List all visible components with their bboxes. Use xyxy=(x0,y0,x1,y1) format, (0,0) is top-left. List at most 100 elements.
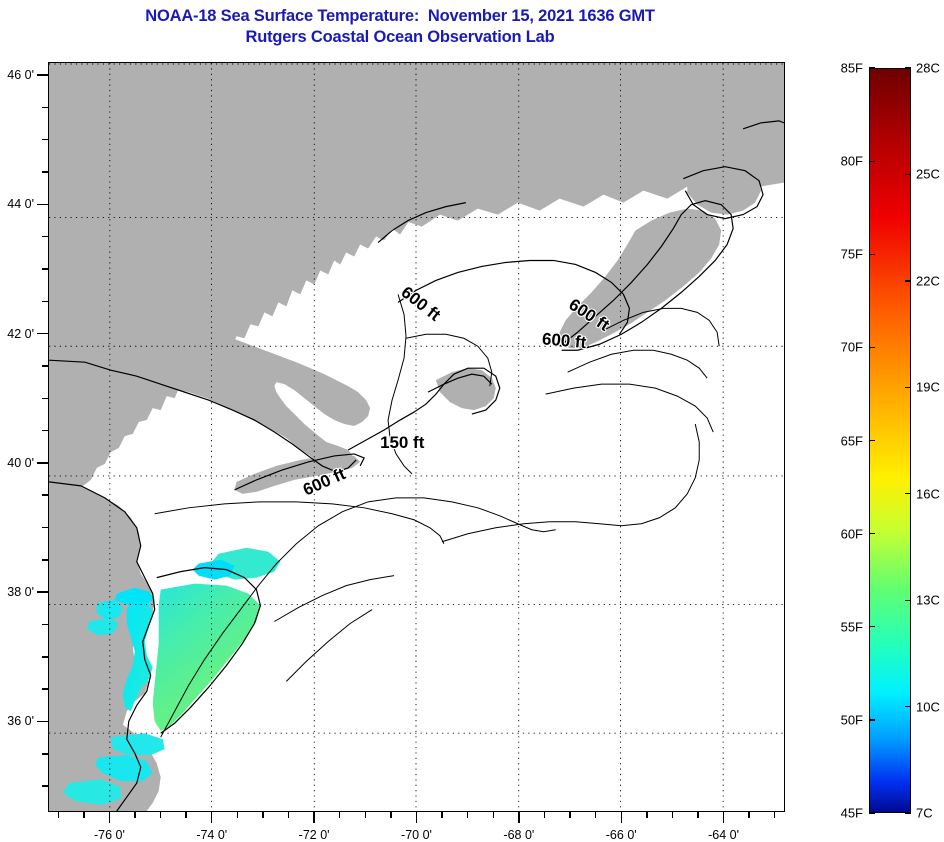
x-axis-label-0: -76 0' xyxy=(93,828,125,842)
x-axis-major-tick xyxy=(211,812,213,823)
y-axis-minor-tick xyxy=(42,235,48,238)
title-line-2: Rutgers Coastal Ocean Observation Lab xyxy=(245,28,555,46)
colorbar-tick-c-4 xyxy=(905,493,911,495)
x-axis-minor-tick xyxy=(748,812,750,818)
x-axis-major-tick xyxy=(313,812,315,823)
colorbar-tick-c-0 xyxy=(905,67,911,69)
contour-600ft-shelf xyxy=(160,497,556,738)
y-axis-major-tick xyxy=(37,203,48,205)
x-axis-minor-tick xyxy=(236,812,239,818)
land-cape-cod xyxy=(435,368,496,411)
colorbar-tick-f-3 xyxy=(869,346,875,349)
y-axis-minor-tick xyxy=(42,785,48,787)
colorbar-tick-c-1 xyxy=(905,173,911,176)
sst-pixels-pamlico-south xyxy=(62,779,121,806)
contour-150ft xyxy=(154,501,445,544)
y-axis-major-tick xyxy=(37,332,48,335)
colorbar-label-celsius-6: 10C xyxy=(916,699,940,715)
colorbar-tick-c-6 xyxy=(905,705,911,708)
x-axis-minor-tick xyxy=(57,812,59,818)
sst-pixels-shelf-plume xyxy=(152,583,261,732)
y-axis-label-1: 44 0' xyxy=(7,197,34,212)
sst-pixels-chesapeake-bay xyxy=(122,595,153,712)
land-quebec-maritimes xyxy=(49,63,784,391)
y-axis-minor-tick xyxy=(42,106,48,108)
colorbar-label-celsius-3: 19C xyxy=(916,379,940,395)
x-axis-minor-tick xyxy=(492,812,494,818)
y-axis-major-tick xyxy=(37,591,48,593)
y-axis-label-3: 40 0' xyxy=(7,455,34,470)
coastline-lines xyxy=(49,120,784,811)
map-gridlines xyxy=(49,63,784,811)
bathymetry-contours xyxy=(154,294,720,738)
colorbar-tick-c-7 xyxy=(905,812,911,814)
x-axis-minor-tick xyxy=(83,812,85,818)
colorbar-tick-f-0 xyxy=(869,67,875,69)
colorbar-label-fahrenheit-3: 70F xyxy=(840,339,863,355)
y-axis-minor-tick xyxy=(42,526,48,529)
colorbar-label-fahrenheit-6: 55F xyxy=(840,619,863,635)
x-axis-label-6: -64 0' xyxy=(708,828,740,842)
x-axis-label-2: -72 0' xyxy=(298,828,330,842)
land-long-island xyxy=(234,453,361,494)
sst-pixels-albemarle xyxy=(110,733,165,756)
x-axis-minor-tick xyxy=(671,812,674,818)
y-axis-label-2: 42 0' xyxy=(7,326,34,341)
sst-pixels-upper-bay xyxy=(114,587,155,606)
x-axis-major-tick xyxy=(108,812,111,823)
y-axis-minor-tick xyxy=(42,138,48,141)
sst-map-svg: 600 ft 600 ft 600 ft 150 ft 600 ft xyxy=(49,63,784,811)
colorbar-label-celsius-1: 25C xyxy=(916,166,940,182)
contour-label-600ft-east: 600 ft xyxy=(541,329,587,352)
x-axis-minor-tick xyxy=(466,812,469,818)
x-axis-minor-tick xyxy=(594,812,597,818)
x-axis-minor-tick xyxy=(441,812,443,818)
sst-pixels-delaware-bay xyxy=(192,559,235,580)
colorbar-label-celsius-7: 7C xyxy=(916,805,933,821)
x-axis-minor-tick xyxy=(159,812,162,818)
colorbar-label-celsius-5: 13C xyxy=(916,592,940,608)
x-axis-label-4: -68 0' xyxy=(503,828,535,842)
colorbar-label-fahrenheit-1: 80F xyxy=(840,153,863,169)
land-us-east-coast xyxy=(49,326,371,474)
sst-pixels-potomac xyxy=(86,617,119,636)
colorbar-label-celsius-2: 22C xyxy=(916,273,940,289)
x-axis-minor-tick xyxy=(543,812,546,818)
y-axis-minor-tick xyxy=(42,429,48,432)
colorbar-tick-f-1 xyxy=(869,160,875,162)
x-axis-label-5: -66 0' xyxy=(605,828,637,842)
colorbar[interactable] xyxy=(869,68,911,813)
x-axis-minor-tick xyxy=(697,812,699,818)
x-axis-major-tick xyxy=(620,812,622,823)
y-axis-label-0: 46 0' xyxy=(7,67,34,82)
y-axis-minor-tick xyxy=(42,559,48,561)
sst-map-plot-area[interactable]: 600 ft 600 ft 600 ft 150 ft 600 ft xyxy=(48,62,785,812)
colorbar-tick-c-3 xyxy=(905,386,911,388)
x-axis-minor-tick xyxy=(569,812,571,818)
colorbar-tick-f-7 xyxy=(869,719,875,721)
land-cape-breton xyxy=(687,164,762,215)
colorbar-tick-f-4 xyxy=(869,439,875,442)
y-axis-major-tick xyxy=(37,720,48,723)
x-axis-major-tick xyxy=(722,812,725,823)
colorbar-label-fahrenheit-2: 75F xyxy=(840,246,863,262)
title-line-1: NOAA-18 Sea Surface Temperature: Novembe… xyxy=(145,7,655,25)
x-axis-minor-tick xyxy=(287,812,290,818)
colorbar-label-fahrenheit-8: 45F xyxy=(840,805,863,821)
colorbar-label-celsius-4: 16C xyxy=(916,486,940,502)
y-axis-minor-tick xyxy=(42,656,48,658)
colorbar-label-celsius-0: 28C xyxy=(916,60,940,76)
x-axis-major-tick xyxy=(415,812,418,823)
y-axis-minor-tick xyxy=(42,171,48,173)
x-axis-label-3: -70 0' xyxy=(401,828,432,842)
colorbar-tick-c-2 xyxy=(905,280,911,282)
x-axis-minor-tick xyxy=(134,812,136,818)
y-axis-minor-tick xyxy=(42,268,48,270)
x-axis-minor-tick xyxy=(262,812,264,818)
y-axis-label-4: 38 0' xyxy=(7,585,34,600)
contour-label-150ft: 150 ft xyxy=(380,433,425,452)
y-axis-minor-tick xyxy=(42,688,48,690)
y-axis-minor-tick xyxy=(42,753,48,755)
y-axis-minor-tick xyxy=(42,365,48,367)
colorbar-tick-f-8 xyxy=(869,812,875,814)
